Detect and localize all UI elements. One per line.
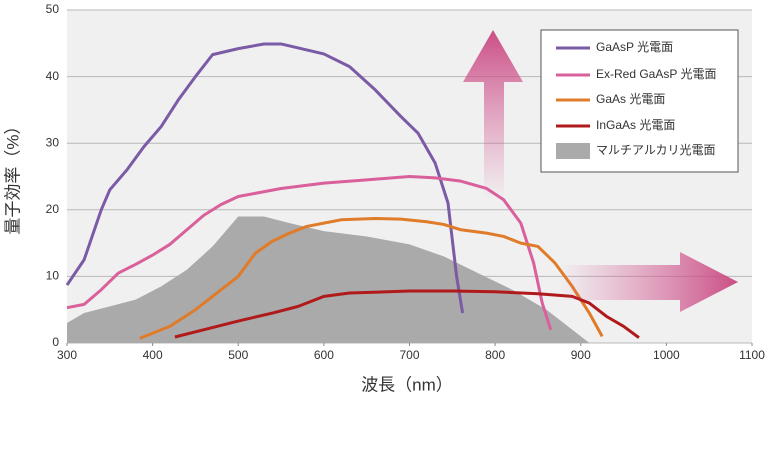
- y-tick-label: 0: [52, 335, 59, 349]
- x-tick-label: 800: [485, 348, 505, 362]
- line: [65, 42, 465, 314]
- legend-label: GaAs 光電面: [596, 92, 665, 106]
- line: [174, 289, 640, 339]
- arrow-up: [463, 30, 523, 200]
- y-axis-title: 量子効率（%）: [3, 117, 22, 234]
- x-tick-label: 400: [143, 348, 163, 362]
- y-tick-label: 20: [46, 202, 60, 216]
- y-tick-label: 30: [46, 135, 60, 149]
- x-tick-label: 900: [571, 348, 591, 362]
- x-axis-title: 波長（nm）: [361, 375, 453, 394]
- legend-label: マルチアルカリ光電面: [596, 143, 716, 157]
- legend-label: InGaAs 光電面: [596, 118, 675, 132]
- x-tick-label: 1100: [739, 348, 765, 362]
- x-tick-label: 600: [314, 348, 334, 362]
- y-tick-label: 50: [46, 2, 60, 16]
- y-tick-label: 40: [46, 69, 60, 83]
- area: [67, 216, 590, 343]
- legend-label: GaAsP 光電面: [596, 40, 673, 54]
- x-tick-label: 500: [228, 348, 248, 362]
- line: [139, 216, 604, 340]
- arrow-right: [560, 252, 738, 312]
- legend-swatch: [556, 143, 590, 159]
- x-tick-label: 300: [57, 348, 77, 362]
- x-tick-label: 1000: [653, 348, 680, 362]
- x-tick-label: 700: [399, 348, 419, 362]
- legend-label: Ex-Red GaAsP 光電面: [596, 67, 716, 81]
- line: [66, 175, 553, 331]
- y-tick-label: 10: [46, 269, 60, 283]
